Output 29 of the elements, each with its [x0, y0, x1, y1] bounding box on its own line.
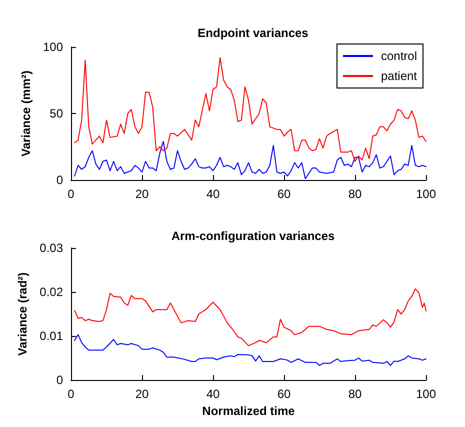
legend-label: control — [380, 49, 417, 63]
x-tick-label: 100 — [416, 387, 436, 401]
x-tick-label: 0 — [68, 387, 75, 401]
line-series — [74, 140, 426, 180]
line-series — [74, 288, 426, 346]
x-tick-label: 0 — [68, 187, 75, 201]
x-tick-label: 80 — [348, 387, 362, 401]
chart-title: Arm-configuration variances — [171, 229, 336, 243]
x-axis-title: Normalized time — [202, 404, 296, 418]
x-tick-label: 40 — [206, 387, 220, 401]
y-tick-label: 100 — [42, 40, 64, 54]
x-tick-label: 20 — [135, 187, 149, 201]
y-axis-title: Variance (rad²) — [16, 272, 30, 356]
x-tick-label: 60 — [277, 387, 291, 401]
x-tick-label: 40 — [206, 187, 220, 201]
chart-title: Endpoint variances — [198, 26, 309, 40]
x-tick-label: 80 — [348, 187, 362, 201]
x-tick-label: 60 — [277, 187, 291, 201]
legend-label: patient — [380, 69, 418, 83]
y-tick-label: 0 — [56, 173, 64, 187]
y-tick-label: 0.03 — [40, 241, 64, 255]
y-tick-label: 50 — [50, 106, 64, 120]
line-series — [74, 334, 426, 366]
y-tick-label: 0.01 — [40, 329, 64, 343]
y-axis-title: Variance (mm²) — [19, 70, 34, 157]
y-tick-label: 0 — [56, 373, 64, 387]
x-tick-label: 100 — [416, 187, 436, 201]
x-tick-label: 20 — [135, 387, 149, 401]
y-tick-label: 0.02 — [40, 285, 64, 299]
